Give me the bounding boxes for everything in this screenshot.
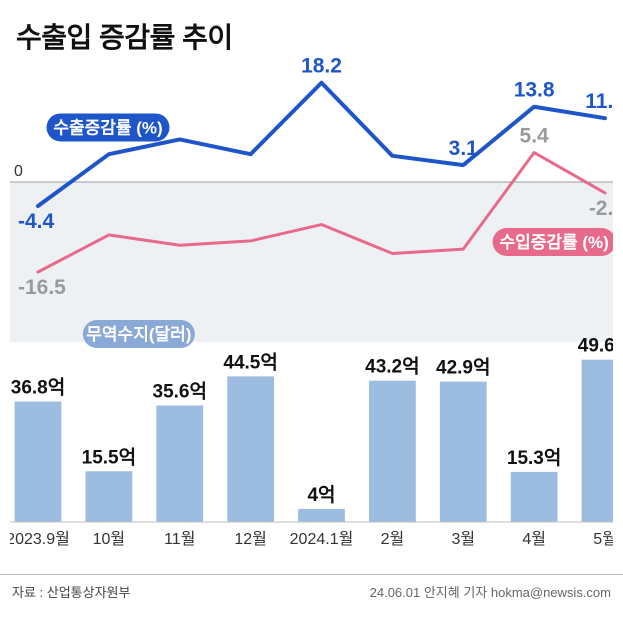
zero-label: 0	[14, 163, 23, 180]
category-label-7: 4월	[522, 530, 546, 548]
category-label-0: 2023.9월	[10, 530, 70, 548]
trade-balance-bar-2	[156, 405, 203, 522]
trade-balance-value-0: 36.8억	[11, 377, 65, 399]
trade-balance-bar-8	[582, 360, 613, 522]
trade-balance-value-1: 15.5억	[82, 446, 136, 468]
trade-balance-value-2: 35.6억	[153, 380, 207, 402]
footer-rule	[0, 574, 623, 575]
trade-balance-bar-7	[511, 472, 558, 522]
import-value-7: 5.4	[520, 125, 550, 148]
export-value-0: -4.4	[18, 210, 55, 233]
footer-credit: 24.06.01 안지혜 기자 hokma@newsis.com	[370, 582, 611, 601]
category-label-1: 10월	[93, 530, 126, 548]
trade-balance-pill-label: 무역수지(달러)	[86, 324, 191, 344]
trade-balance-bar-0	[15, 402, 62, 522]
chart-svg: 0 -4.4 18.2 3.1 13.8 11.7 -16.5 5.4 -2.0 수출증감률 (%…	[10, 52, 613, 560]
chart-container: 0 -4.4 18.2 3.1 13.8 11.7 -16.5 5.4 -2.0 수출증감률 (%…	[10, 52, 613, 560]
export-value-7: 13.8	[514, 79, 555, 102]
export-value-6: 3.1	[449, 137, 479, 160]
category-label-4: 2024.1월	[290, 530, 354, 548]
zero-band	[10, 182, 613, 342]
category-label-2: 11월	[164, 530, 195, 548]
trade-balance-value-5: 43.2억	[365, 356, 419, 378]
export-value-8: 11.7	[585, 90, 613, 113]
trade-balance-value-3: 44.5억	[223, 351, 277, 373]
trade-balance-value-6: 42.9억	[436, 357, 490, 379]
trade-balance-bar-5	[369, 381, 416, 522]
category-label-6: 3월	[451, 530, 475, 548]
category-label-8: 5월	[593, 530, 613, 548]
page-title: 수출입 증감률 추이	[16, 16, 233, 56]
trade-balance-value-8: 49.6억	[578, 335, 613, 357]
category-label-3: 12월	[234, 530, 267, 548]
trade-balance-bar-1	[85, 471, 132, 522]
import-value-8: -2.0	[589, 197, 613, 220]
import-pill-label: 수입증감률 (%)	[499, 233, 608, 252]
import-value-0: -16.5	[18, 276, 66, 299]
export-pill-label: 수출증감률 (%)	[53, 118, 162, 137]
trade-balance-bar-4	[298, 509, 345, 522]
export-value-4: 18.2	[301, 55, 342, 78]
trade-balance-bar-6	[440, 382, 487, 522]
footer-source: 자료 : 산업통상자원부	[12, 582, 130, 601]
trade-balance-bar-3	[227, 376, 274, 522]
trade-balance-value-7: 15.3억	[507, 447, 561, 469]
trade-balance-value-4: 4억	[307, 484, 335, 506]
category-label-5: 2월	[381, 530, 405, 548]
